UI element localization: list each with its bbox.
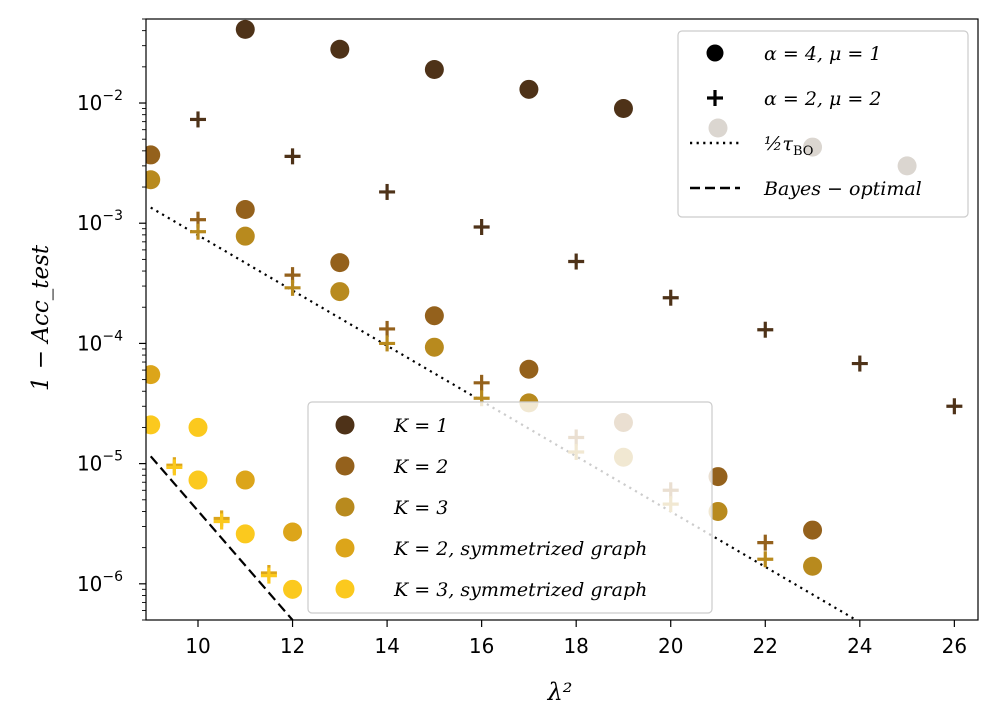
x-axis-label: λ²	[547, 678, 573, 706]
data-point	[613, 99, 633, 119]
data-point	[283, 579, 303, 599]
data-point	[330, 282, 350, 302]
legend-label: α = 4, μ = 1	[764, 43, 881, 65]
legend-label: K = 1	[393, 415, 448, 437]
plot-frame	[145, 18, 979, 621]
data-point	[379, 320, 396, 337]
data-point	[568, 253, 585, 270]
data-point	[379, 183, 396, 200]
series-K3sym-plus	[166, 459, 277, 584]
series-K1-plus	[190, 111, 963, 415]
data-point	[519, 359, 539, 379]
marker-legend: α = 4, μ = 1 α = 2, μ = 2 ½τBO Bayes − opti…	[677, 30, 969, 218]
data-point	[146, 170, 161, 190]
x-tick-label: 12	[280, 634, 305, 658]
series-K3sym-circle	[146, 415, 303, 599]
x-tick-label: 20	[658, 634, 683, 658]
data-point	[379, 335, 396, 352]
marker-legend-box	[677, 30, 969, 218]
data-point	[188, 417, 208, 437]
data-point	[146, 365, 161, 385]
color-legend-box	[307, 401, 713, 614]
y-tick-label: 10−4	[77, 328, 123, 355]
data-point	[803, 520, 823, 540]
data-point	[662, 289, 679, 306]
data-point	[757, 534, 774, 551]
x-tick-label: 22	[753, 634, 778, 658]
y-tick-label: 10−2	[77, 88, 123, 115]
data-point	[166, 459, 183, 476]
data-point	[424, 60, 444, 80]
legend-label: K = 2	[393, 456, 448, 478]
data-point	[235, 524, 255, 544]
legend-label: α = 2, μ = 2	[764, 88, 881, 110]
data-point	[424, 337, 444, 357]
legend-label: ½τBO	[764, 133, 813, 159]
legend-label: K = 3, symmetrized graph	[393, 579, 647, 601]
legend-color-swatch	[335, 497, 355, 517]
legend-color-swatch	[335, 579, 355, 599]
legend-label: K = 2, symmetrized graph	[393, 538, 647, 560]
data-point	[330, 39, 350, 59]
data-point	[284, 279, 301, 296]
x-tick-label: 14	[374, 634, 399, 658]
x-tick-label: 26	[942, 634, 967, 658]
data-point	[146, 415, 161, 435]
legend-label: K = 3	[393, 497, 448, 519]
series-K2sym-circle	[146, 365, 303, 542]
legend-plus-icon	[707, 90, 723, 106]
x-tick-label: 24	[847, 634, 872, 658]
axis-ticks: 10 12 14 16 18 20 22 24 26 10−6 10−5 10−4 10−3 10−2	[77, 18, 967, 658]
data-point	[235, 19, 255, 39]
data-point	[519, 79, 539, 99]
data-point	[803, 556, 823, 576]
data-point	[851, 355, 868, 372]
data-point	[757, 551, 774, 568]
legend-label: Bayes − optimal	[763, 178, 922, 200]
data-point	[235, 226, 255, 246]
data-point	[473, 219, 490, 236]
data-point	[235, 470, 255, 490]
data-point	[146, 145, 161, 165]
legend-color-swatch	[335, 538, 355, 558]
y-tick-label: 10−5	[77, 449, 123, 476]
data-point	[424, 306, 444, 326]
legend-color-swatch	[335, 456, 355, 476]
x-tick-label: 18	[563, 634, 588, 658]
data-point	[190, 111, 206, 128]
data-point	[235, 200, 255, 220]
data-point	[213, 513, 230, 530]
data-point	[330, 253, 350, 273]
x-tick-label: 10	[185, 634, 210, 658]
bayes-optimal-line	[149, 455, 294, 620]
y-tick-label: 10−6	[77, 569, 123, 596]
legend-color-swatch	[335, 415, 355, 435]
data-point	[757, 321, 774, 338]
data-point	[708, 501, 728, 521]
color-legend: K = 1 K = 2 K = 3 K = 2, symmetrized graph K…	[307, 401, 713, 614]
data-point	[284, 148, 301, 165]
data-point	[190, 223, 206, 240]
data-point	[946, 398, 963, 415]
data-point	[473, 374, 490, 391]
data-point	[188, 470, 208, 490]
data-point	[260, 567, 277, 584]
legend-circle-icon	[706, 44, 724, 62]
data-point	[708, 467, 728, 487]
y-axis-label: 1 − Acc_test	[28, 244, 54, 391]
y-tick-label: 10−3	[77, 208, 123, 235]
x-tick-label: 16	[469, 634, 494, 658]
data-point	[283, 522, 303, 542]
